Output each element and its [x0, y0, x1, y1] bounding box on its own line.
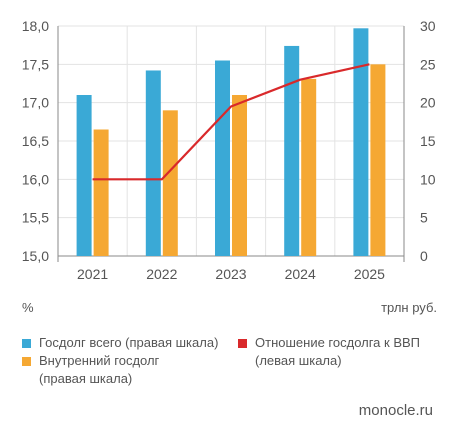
bar-total-debt [284, 45, 300, 256]
x-tick-label: 2023 [215, 266, 246, 282]
legend-label-domestic-debt-line2: (правая шкала) [39, 371, 133, 386]
bar-domestic-debt [93, 129, 109, 256]
legend-swatch-domestic-debt [22, 357, 31, 366]
legend-label-debt-to-gdp-line1: Отношение госдолга к ВВП [255, 335, 421, 350]
legend-swatch-total-debt [22, 339, 31, 348]
legend-label-debt-to-gdp-line2: (левая шкала) [255, 353, 342, 368]
x-tick-label: 2025 [354, 266, 385, 282]
right-tick-label: 10 [420, 171, 436, 187]
bar-domestic-debt [162, 110, 178, 256]
right-tick-label: 30 [420, 18, 436, 34]
right-tick-label: 5 [420, 210, 428, 226]
left-tick-label: 18,0 [22, 18, 49, 34]
bar-total-debt [145, 70, 161, 256]
x-tick-label: 2021 [77, 266, 108, 282]
right-tick-label: 0 [420, 248, 428, 264]
left-axis-unit: % [22, 300, 34, 315]
x-tick-label: 2022 [146, 266, 177, 282]
bar-domestic-debt [301, 78, 317, 257]
legend-item-debt-to-gdp: Отношение госдолга к ВВП (левая шкала) [238, 334, 448, 374]
left-tick-label: 16,0 [22, 171, 49, 187]
bar-total-debt [76, 95, 92, 256]
legend-item-domestic-debt: Внутренний госдолг (правая шкала) [22, 352, 232, 392]
left-tick-label: 16,5 [22, 133, 49, 149]
bar-total-debt [353, 28, 369, 256]
right-tick-label: 15 [420, 133, 436, 149]
bar-total-debt [215, 60, 230, 256]
left-tick-label: 15,5 [22, 210, 49, 226]
chart-svg: 15,0 0 15,5 5 16,0 10 16,5 15 17,0 20 17,5 25 18,0 30… [22, 18, 436, 282]
left-tick-label: 17,0 [22, 95, 49, 111]
legend-label-domestic-debt-line1: Внутренний госдолг [39, 353, 160, 368]
x-tick-label: 2024 [285, 266, 316, 282]
legend-swatch-debt-to-gdp [238, 339, 247, 348]
legend-item-total-debt: Госдолг всего (правая шкала) [22, 334, 232, 352]
left-tick-label: 17,5 [22, 56, 49, 72]
right-axis-unit: трлн руб. [381, 300, 437, 315]
right-tick-label: 20 [420, 95, 436, 111]
left-tick-label: 15,0 [22, 248, 49, 264]
bar-domestic-debt [232, 95, 247, 256]
right-tick-label: 25 [420, 56, 436, 72]
legend-label-total-debt: Госдолг всего (правая шкала) [39, 335, 219, 350]
chart: 15,0 0 15,5 5 16,0 10 16,5 15 17,0 20 17,5 25 18,0 30… [22, 18, 436, 282]
bar-domestic-debt [370, 64, 386, 256]
line-debt-to-gdp [92, 63, 370, 181]
source-label: monocle.ru [358, 402, 433, 419]
